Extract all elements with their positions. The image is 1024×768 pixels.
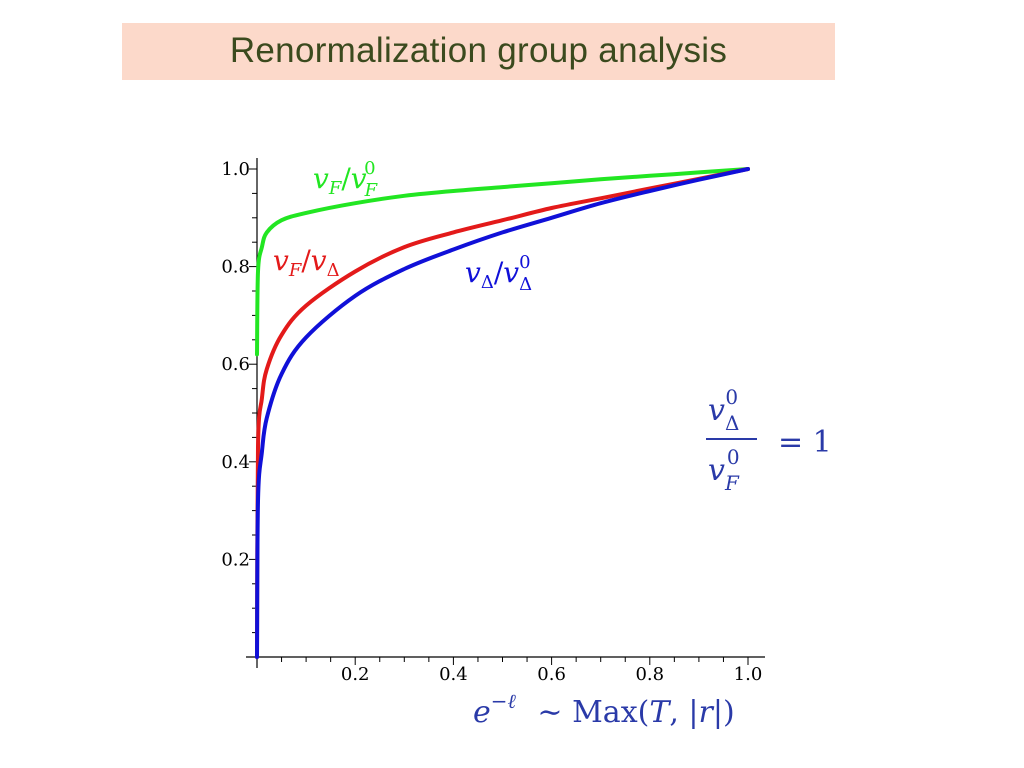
page-title: Renormalization group analysis: [229, 31, 728, 70]
x-tick-label: 0.4: [439, 664, 468, 685]
series-label-green: vF/vF0: [313, 158, 379, 201]
series-label-blue: vΔ/vΔ0: [465, 252, 532, 295]
y-tick-label: 0.8: [221, 257, 250, 278]
x-tick-label: 0.2: [341, 664, 370, 685]
y-tick-label: 0.2: [221, 549, 250, 570]
chart-axes: 0.2 0.4 0.6 0.8 1.0 0.2 0.4 0.6 0.8 1.0: [221, 158, 765, 685]
blue-curve: [255, 167, 750, 659]
title-banner: Renormalization group analysis: [122, 23, 835, 80]
svg-text:= 1: = 1: [778, 425, 832, 460]
x-axis-label: e−ℓ ∼ Max(T, |r|): [473, 689, 735, 730]
y-tick-label: 1.0: [221, 159, 250, 180]
svg-text:vF0: vF0: [708, 445, 740, 495]
ratio-annotation: vΔ0 vF0 = 1: [706, 385, 832, 495]
x-tick-label: 0.6: [537, 664, 566, 685]
svg-text:vΔ0: vΔ0: [708, 385, 739, 435]
series-label-red: vF/vΔ: [273, 244, 340, 281]
chart-series: [255, 167, 750, 659]
y-tick-label: 0.4: [221, 452, 250, 473]
x-tick-label: 1.0: [734, 664, 763, 685]
y-tick-label: 0.6: [221, 354, 250, 375]
x-tick-label: 0.8: [635, 664, 664, 685]
red-curve: [255, 167, 750, 659]
green-curve: [255, 167, 750, 357]
